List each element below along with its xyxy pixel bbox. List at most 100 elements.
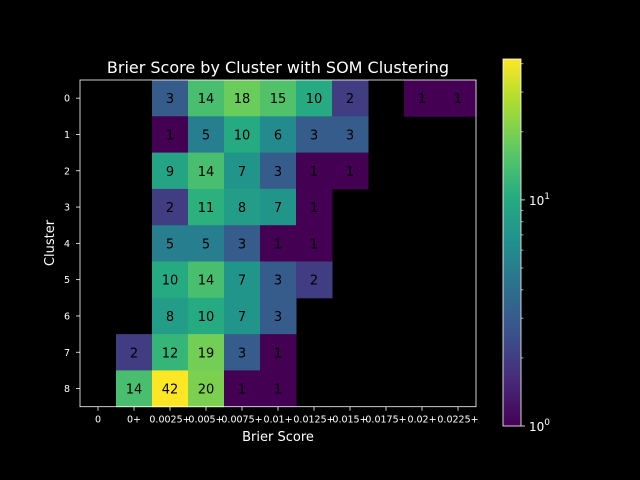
heatmap-cell <box>224 152 261 190</box>
heatmap-cell <box>296 80 333 117</box>
cell-value-label: 3 <box>238 346 246 361</box>
heatmap-cell <box>332 152 369 190</box>
colorbar: 100 101 <box>502 58 550 434</box>
heatmap-cell <box>188 370 225 408</box>
x-tick-label: 0.01+ <box>263 415 292 426</box>
cell-value-label: 2 <box>166 201 174 216</box>
y-tick-label: 7 <box>64 348 70 359</box>
heatmap-cell <box>152 152 189 190</box>
y-tick-label: 5 <box>64 275 70 286</box>
heatmap-cell <box>440 80 477 117</box>
cell-value-label: 14 <box>126 383 143 398</box>
heatmap-cell <box>224 225 261 262</box>
heatmap-cell <box>116 334 153 371</box>
heatmap-cell <box>188 116 225 154</box>
cell-value-label: 18 <box>234 92 251 107</box>
heatmap-cell <box>152 334 189 371</box>
y-tick-label: 3 <box>64 203 70 214</box>
y-tick-label: 0 <box>64 94 70 105</box>
y-tick-label: 4 <box>64 239 70 250</box>
cell-value-label: 10 <box>198 310 215 325</box>
cell-value-label: 7 <box>238 165 246 180</box>
y-tick-label: 2 <box>64 166 70 177</box>
x-tick-label: 0.0075+ <box>221 415 262 426</box>
cell-value-label: 5 <box>166 237 174 252</box>
heatmap-cell <box>224 188 261 226</box>
cell-value-label: 1 <box>346 165 354 180</box>
cell-value-label: 3 <box>274 274 282 289</box>
cell-annotations: 3 14 18 15 10 2 1 11 5 10 6 3 39 14 7 3 1 12 11 8 7 15 5 3 1 110 1… <box>126 92 462 397</box>
heatmap-cell <box>260 225 297 262</box>
heatmap-cell <box>296 152 333 190</box>
cell-value-label: 14 <box>198 92 215 107</box>
cell-value-label: 3 <box>310 128 318 143</box>
heatmap-cell <box>224 370 261 408</box>
colorbar-tick-label: 100 <box>529 418 550 434</box>
cell-value-label: 2 <box>130 346 138 361</box>
heatmap-cell <box>188 225 225 262</box>
heatmap-cell <box>152 188 189 226</box>
cell-value-label: 8 <box>238 201 246 216</box>
x-tick-label: 0.015+ <box>332 415 367 426</box>
heatmap-cell <box>224 116 261 154</box>
cell-value-label: 19 <box>198 346 215 361</box>
heatmap-cell <box>260 152 297 190</box>
cell-value-label: 1 <box>274 346 282 361</box>
cell-value-label: 20 <box>198 383 215 398</box>
cell-value-label: 10 <box>162 274 179 289</box>
x-tick-label: 0.0125+ <box>293 415 334 426</box>
heatmap-cell <box>332 80 369 117</box>
x-tick-label: 0.02+ <box>407 415 436 426</box>
cell-value-label: 7 <box>238 274 246 289</box>
x-tick-label: 0.0175+ <box>365 415 406 426</box>
heatmap-cell <box>260 116 297 154</box>
y-tick-label: 8 <box>64 384 70 395</box>
heatmap-cells <box>116 80 477 408</box>
cell-value-label: 7 <box>274 201 282 216</box>
cell-value-label: 1 <box>310 237 318 252</box>
cell-value-label: 3 <box>274 165 282 180</box>
y-axis: 0 1 2 3 4 5 6 7 8 <box>64 94 80 395</box>
cell-value-label: 15 <box>270 92 287 107</box>
cell-value-label: 5 <box>202 128 210 143</box>
heatmap-cell <box>260 334 297 371</box>
heatmap-cell <box>332 116 369 154</box>
y-axis-label: Cluster <box>43 219 58 266</box>
heatmap-cell <box>188 152 225 190</box>
plot-frame <box>79 79 477 408</box>
heatmap-cell <box>224 261 261 299</box>
x-tick-label: 0.005+ <box>188 415 223 426</box>
heatmap-cell <box>404 80 441 117</box>
x-tick-label: 0 <box>95 415 101 426</box>
heatmap-cell <box>296 116 333 154</box>
heatmap-cell <box>260 80 297 117</box>
cell-value-label: 1 <box>310 201 318 216</box>
heatmap-cell <box>296 261 333 299</box>
chart-title: Brier Score by Cluster with SOM Clusteri… <box>107 58 449 77</box>
heatmap-cell <box>188 188 225 226</box>
cell-value-label: 3 <box>238 237 246 252</box>
heatmap-cell <box>152 297 189 335</box>
cell-value-label: 8 <box>166 310 174 325</box>
heatmap-cell <box>188 80 225 117</box>
cell-value-label: 12 <box>162 346 179 361</box>
heatmap-cell <box>260 297 297 335</box>
cell-value-label: 1 <box>166 128 174 143</box>
heatmap-cell <box>188 297 225 335</box>
cell-value-label: 11 <box>198 201 215 216</box>
cell-value-label: 1 <box>418 92 426 107</box>
cell-value-label: 3 <box>274 310 282 325</box>
heatmap-cell <box>152 225 189 262</box>
colorbar-gradient <box>502 58 522 427</box>
heatmap-cell <box>260 370 297 408</box>
cell-value-label: 5 <box>202 237 210 252</box>
cell-value-label: 14 <box>198 165 215 180</box>
x-tick-label: 0+ <box>127 415 141 426</box>
heatmap-cell <box>224 297 261 335</box>
cell-value-label: 1 <box>274 237 282 252</box>
y-tick-label: 6 <box>64 311 70 322</box>
cell-value-label: 1 <box>238 383 246 398</box>
cell-value-label: 10 <box>306 92 323 107</box>
y-tick-label: 1 <box>64 130 70 141</box>
cell-value-label: 42 <box>162 383 179 398</box>
